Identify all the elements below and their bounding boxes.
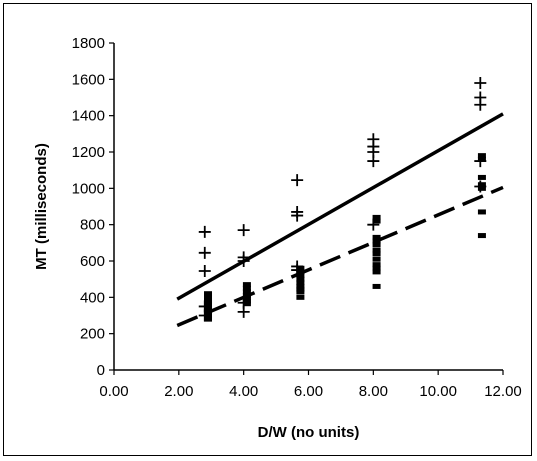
tick-labels: 0 200 400 600 800 1000 1200 1400 1600 1800 0.00 2.0… <box>72 35 522 400</box>
square-marker <box>372 214 381 220</box>
plus-marker <box>198 246 211 259</box>
x-axis-title: D/W (no units) <box>258 424 360 441</box>
plus-marker <box>474 76 487 89</box>
square-marker <box>372 251 381 257</box>
square-marker <box>296 269 305 275</box>
y-tick-label: 1600 <box>72 71 105 88</box>
plus-marker <box>474 98 487 111</box>
square-marker <box>296 280 305 286</box>
square-marker <box>296 276 305 282</box>
square-marker <box>242 293 251 299</box>
square-marker <box>242 298 251 304</box>
y-axis-title: MT (milliseconds) <box>33 143 50 270</box>
square-marker <box>477 174 486 180</box>
square-marker <box>204 313 213 318</box>
square-marker <box>204 305 213 311</box>
trendline-solid <box>176 112 504 301</box>
square-marker <box>477 156 486 162</box>
square-marker <box>372 234 381 240</box>
square-marker <box>372 238 381 244</box>
x-tick-label: 12.00 <box>484 383 522 400</box>
axes <box>109 42 504 375</box>
y-tick-label: 1000 <box>72 180 105 197</box>
y-tick-label: 200 <box>80 326 105 343</box>
square-marker <box>242 295 251 301</box>
square-marker <box>204 302 213 308</box>
square-marker <box>242 301 251 307</box>
square-marker <box>477 153 486 159</box>
y-tick-label: 1400 <box>72 108 105 125</box>
data-marks <box>198 76 487 322</box>
square-marker <box>372 242 381 248</box>
plus-marker <box>237 255 250 267</box>
square-marker <box>204 316 213 322</box>
square-marker <box>372 218 381 224</box>
x-tick-label: 4.00 <box>229 383 258 400</box>
square-marker <box>296 289 305 295</box>
square-marker <box>372 256 381 262</box>
square-marker <box>204 291 213 297</box>
plus-marker <box>198 225 211 238</box>
square-marker <box>477 182 486 188</box>
y-tick-label: 1200 <box>72 144 105 161</box>
plus-marker <box>291 209 304 222</box>
square-marker <box>372 265 381 271</box>
x-tick-label: 0.00 <box>99 383 128 400</box>
y-tick-label: 0 <box>97 362 105 379</box>
square-marker <box>296 273 305 279</box>
trendlines <box>176 112 504 328</box>
square-marker <box>242 285 251 291</box>
y-tick-label: 400 <box>80 289 105 306</box>
x-tick-label: 6.00 <box>294 383 323 400</box>
square-marker <box>242 289 251 295</box>
square-marker <box>204 294 213 300</box>
y-tick-label: 1800 <box>72 35 105 52</box>
square-marker <box>296 286 305 292</box>
plus-marker <box>237 224 250 237</box>
square-marker <box>296 265 305 271</box>
x-tick-label: 10.00 <box>419 383 457 400</box>
square-marker <box>296 294 305 300</box>
square-marker <box>296 283 305 289</box>
x-tick-label: 8.00 <box>359 383 388 400</box>
square-marker <box>372 247 381 253</box>
x-tick-label: 2.00 <box>164 383 193 400</box>
square-marker <box>372 269 381 275</box>
square-marker <box>477 185 486 191</box>
trendline-dashed <box>176 185 504 328</box>
plus-marker <box>367 155 380 168</box>
plus-marker <box>291 174 304 187</box>
y-tick-label: 600 <box>80 253 105 270</box>
square-marker <box>204 298 213 304</box>
square-marker <box>242 282 251 288</box>
chart-frame <box>3 3 532 456</box>
square-marker <box>372 283 381 289</box>
square-marker <box>477 233 486 239</box>
square-marker <box>204 309 213 315</box>
y-tick-label: 800 <box>80 217 105 234</box>
plus-marker <box>237 305 250 318</box>
plus-marker <box>198 264 211 277</box>
square-marker <box>477 209 486 215</box>
square-marker <box>372 262 381 268</box>
